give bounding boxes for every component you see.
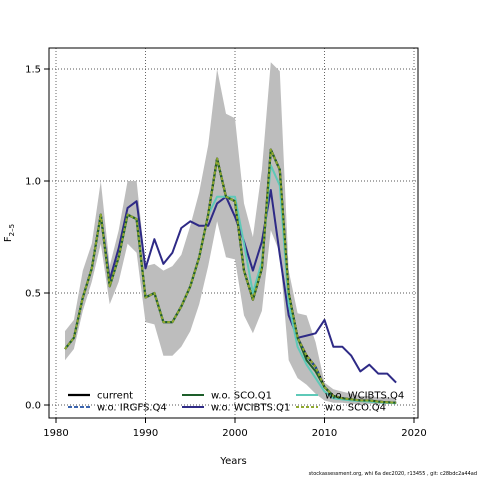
legend-label: w.o. SCO.Q4 xyxy=(325,403,386,414)
y-tick-label: 0.5 xyxy=(25,289,41,300)
series-lines xyxy=(64,148,397,405)
x-tick-label: 2010 xyxy=(312,428,337,439)
y-axis: 0.0 0.5 1.0 1.5 xyxy=(25,65,49,412)
legend-label: w.o. SCO.Q1 xyxy=(211,391,272,402)
confidence-band-area xyxy=(65,62,397,404)
x-tick-label: 2000 xyxy=(222,428,247,439)
plot-frame xyxy=(48,47,419,419)
y-tick-label: 1.0 xyxy=(25,177,41,188)
series-line-1 xyxy=(64,189,397,384)
x-axis-title: Years xyxy=(219,456,246,467)
confidence-band xyxy=(65,62,397,404)
legend-label: w.o. WCIBTS.Q1 xyxy=(211,403,290,414)
x-tick-label: 1980 xyxy=(43,428,68,439)
x-tick-label: 2020 xyxy=(401,428,426,439)
x-axis: 1980 1990 2000 2010 2020 xyxy=(43,418,427,439)
y-tick-label: 1.5 xyxy=(25,65,41,76)
y-axis-title: F2–5 xyxy=(3,224,16,242)
x-tick-label: 1990 xyxy=(133,428,158,439)
legend-label: current xyxy=(97,391,133,402)
y-tick-label: 0.0 xyxy=(25,401,41,412)
legend-label: w.o. IRGFS.Q4 xyxy=(97,403,167,414)
footnote: stockassessment.org, whi 6a dec2020, r13… xyxy=(308,471,477,477)
series-line-5 xyxy=(64,148,397,404)
legend-label: w.o. WCIBTS.Q4 xyxy=(325,391,404,402)
